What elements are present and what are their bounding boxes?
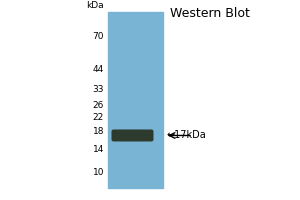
- Text: 10: 10: [92, 168, 104, 177]
- Text: 22: 22: [93, 113, 104, 122]
- Text: 18: 18: [92, 127, 104, 136]
- FancyBboxPatch shape: [112, 129, 154, 141]
- Text: Western Blot: Western Blot: [170, 7, 250, 20]
- Text: 33: 33: [92, 85, 104, 94]
- Bar: [108, 12, 163, 188]
- Text: 70: 70: [92, 32, 104, 41]
- Text: kDa: kDa: [86, 1, 104, 10]
- Text: 26: 26: [93, 101, 104, 110]
- Text: ←17kDa: ←17kDa: [167, 130, 207, 140]
- Text: 44: 44: [93, 65, 104, 74]
- Text: 14: 14: [93, 145, 104, 154]
